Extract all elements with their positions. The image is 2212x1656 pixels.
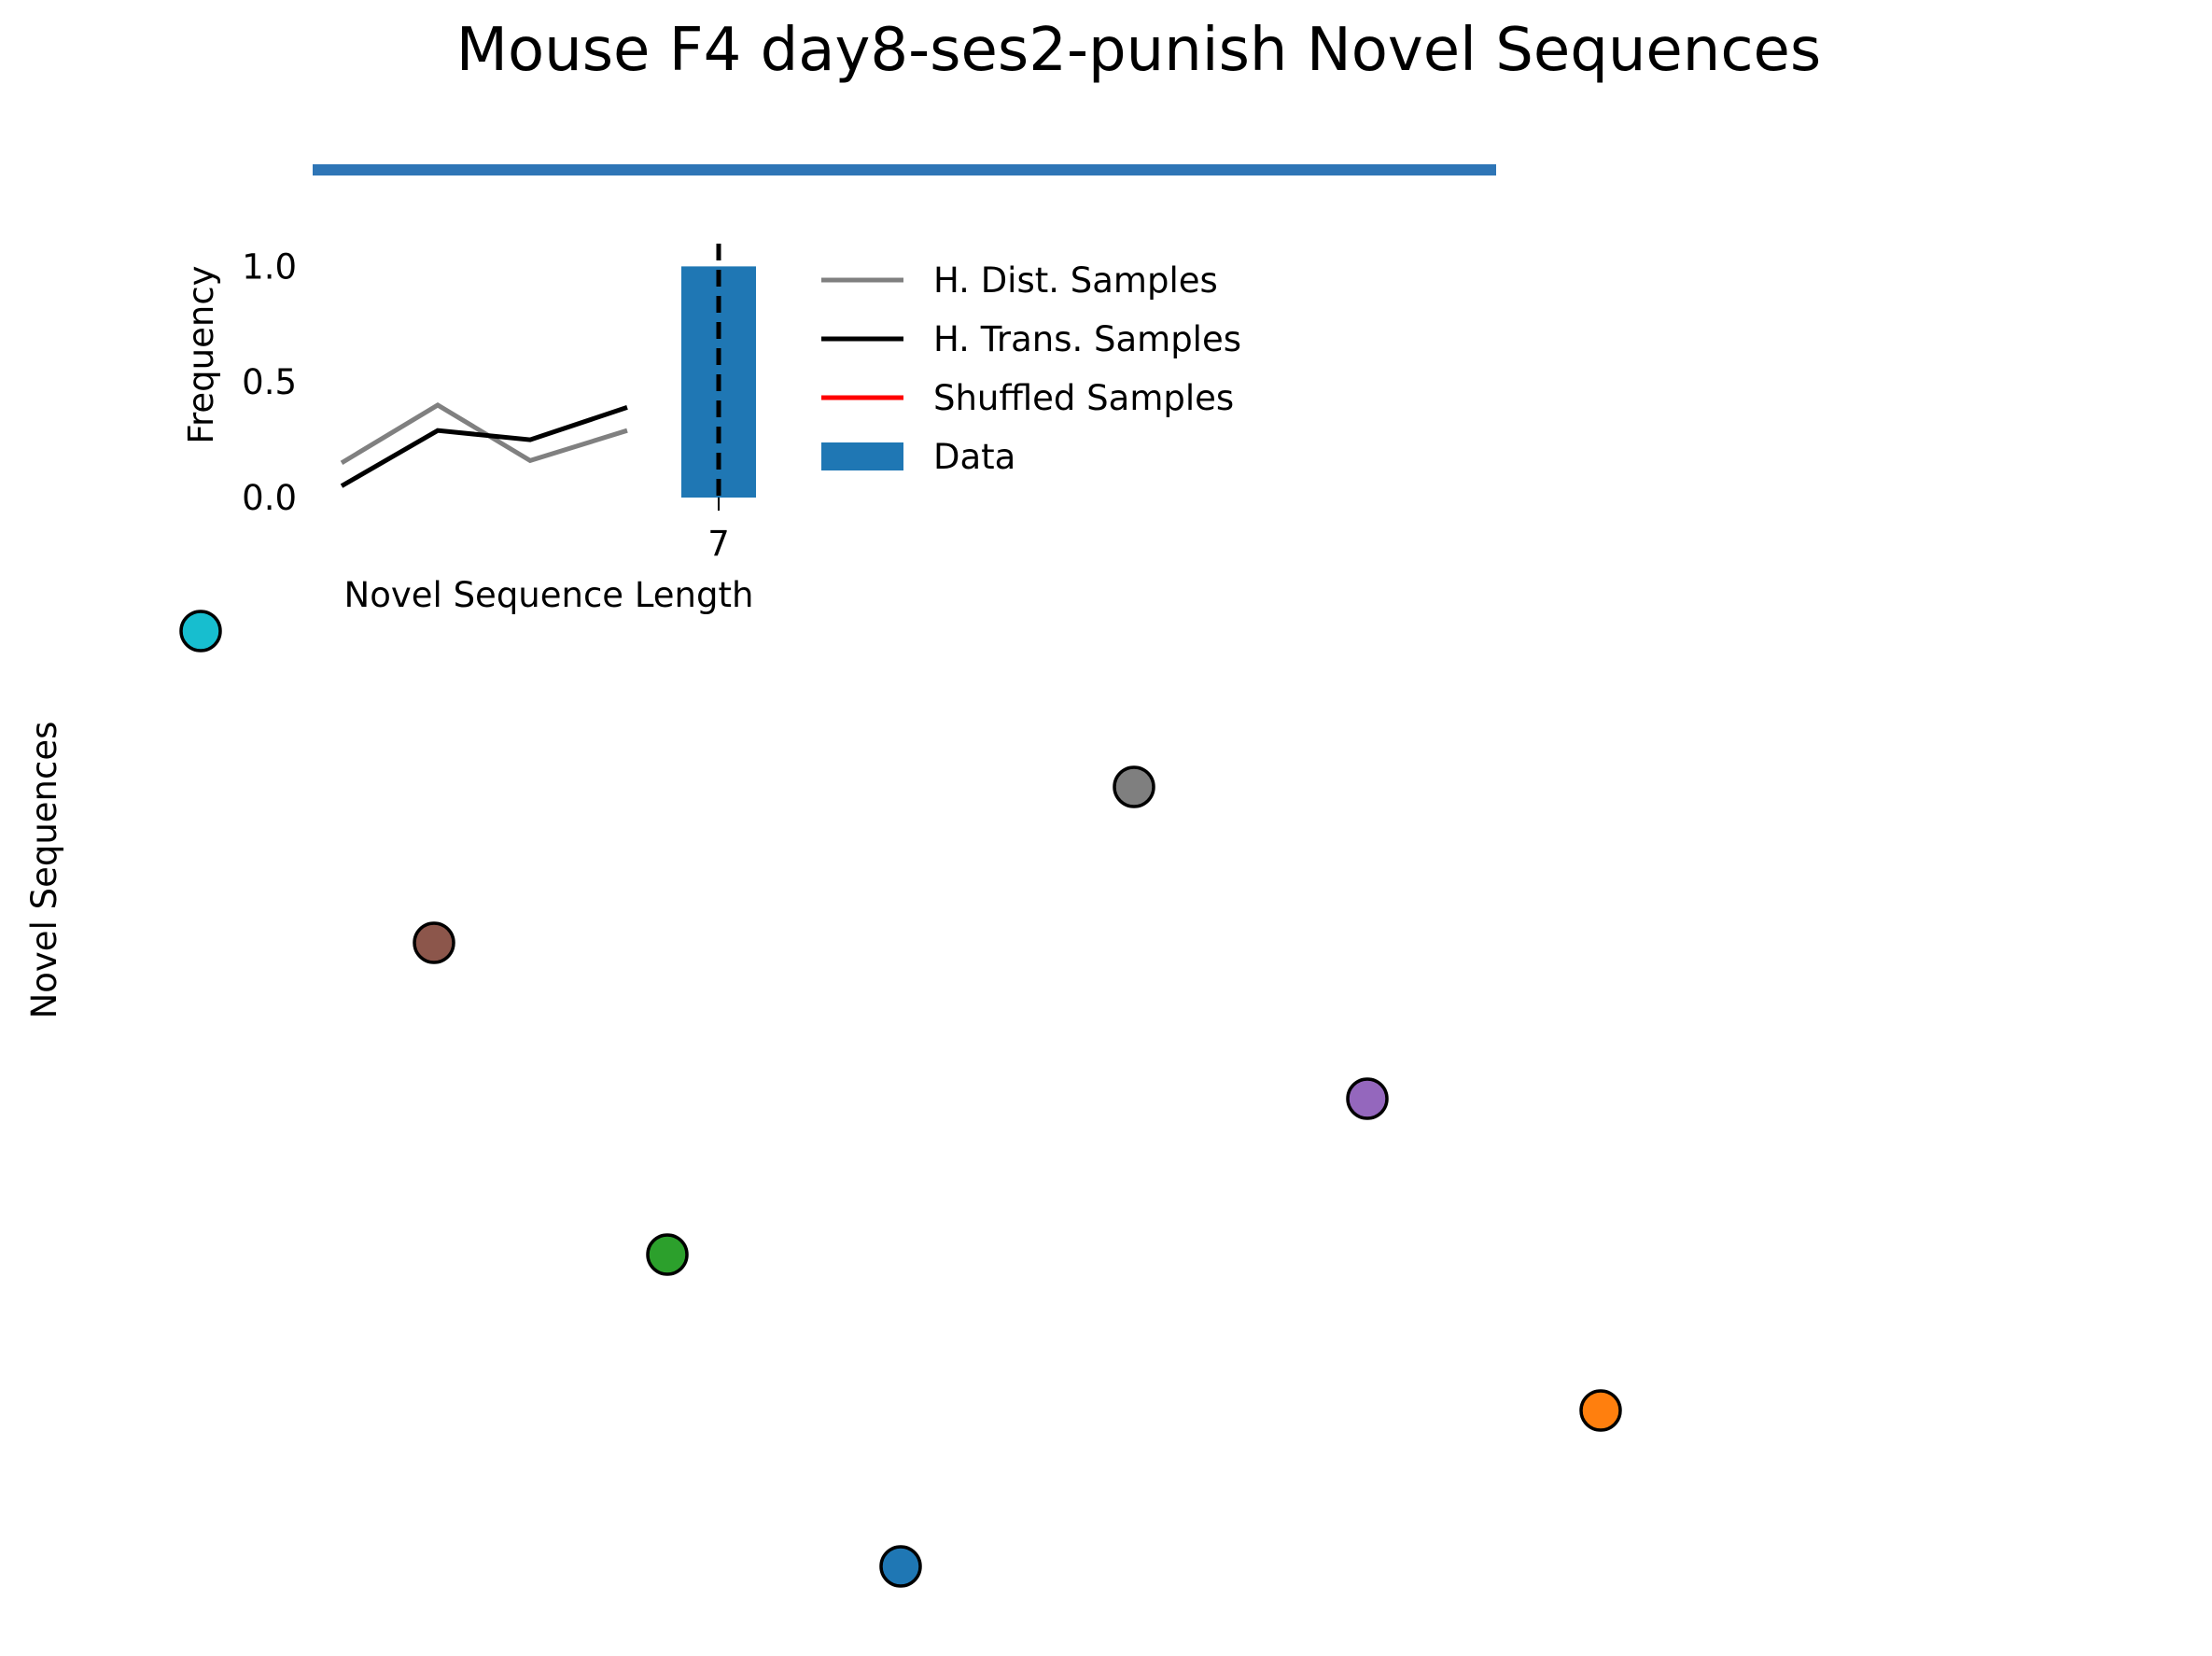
x-tick-label: 7 — [707, 524, 730, 564]
inset-ylabel: Frequency — [181, 265, 221, 443]
scatter-point-5 — [1346, 1077, 1389, 1120]
chart-title: Mouse F4 day8-ses2-punish Novel Sequence… — [456, 16, 1822, 85]
scatter-point-4 — [1113, 765, 1155, 808]
scatter-points — [179, 610, 1622, 1588]
top-bar — [313, 164, 1496, 175]
legend-label: Shuffled Samples — [933, 378, 1234, 418]
legend-label: Data — [933, 437, 1015, 477]
scatter-point-0 — [179, 610, 222, 653]
series-line-1 — [340, 405, 628, 488]
legend-label: H. Dist. Samples — [933, 260, 1218, 301]
inset-y-tick-label: 0.0 — [242, 478, 297, 518]
inset-y-tick-label: 1.0 — [242, 246, 297, 287]
legend: H. Dist. Samples H. Trans. Samples Shuffle… — [821, 260, 1241, 477]
legend-swatch-bar — [821, 442, 903, 470]
inset-chart: Frequency Novel Sequence Length 0.0 0.5 1.… — [181, 244, 1241, 615]
scatter-point-3 — [879, 1545, 922, 1588]
inset-bar-group: 7 — [681, 244, 756, 564]
inset-series-lines — [340, 402, 628, 488]
scatter-point-2 — [646, 1233, 689, 1276]
inset-y-tick-label: 0.5 — [242, 362, 297, 402]
inset-y-ticks: 0.0 0.5 1.0 — [242, 246, 297, 518]
main-ylabel: Novel Sequences — [24, 722, 64, 1019]
scatter-point-1 — [413, 921, 455, 964]
inset-xlabel: Novel Sequence Length — [344, 575, 754, 615]
legend-label: H. Trans. Samples — [933, 319, 1241, 359]
scatter-point-6 — [1579, 1389, 1622, 1432]
